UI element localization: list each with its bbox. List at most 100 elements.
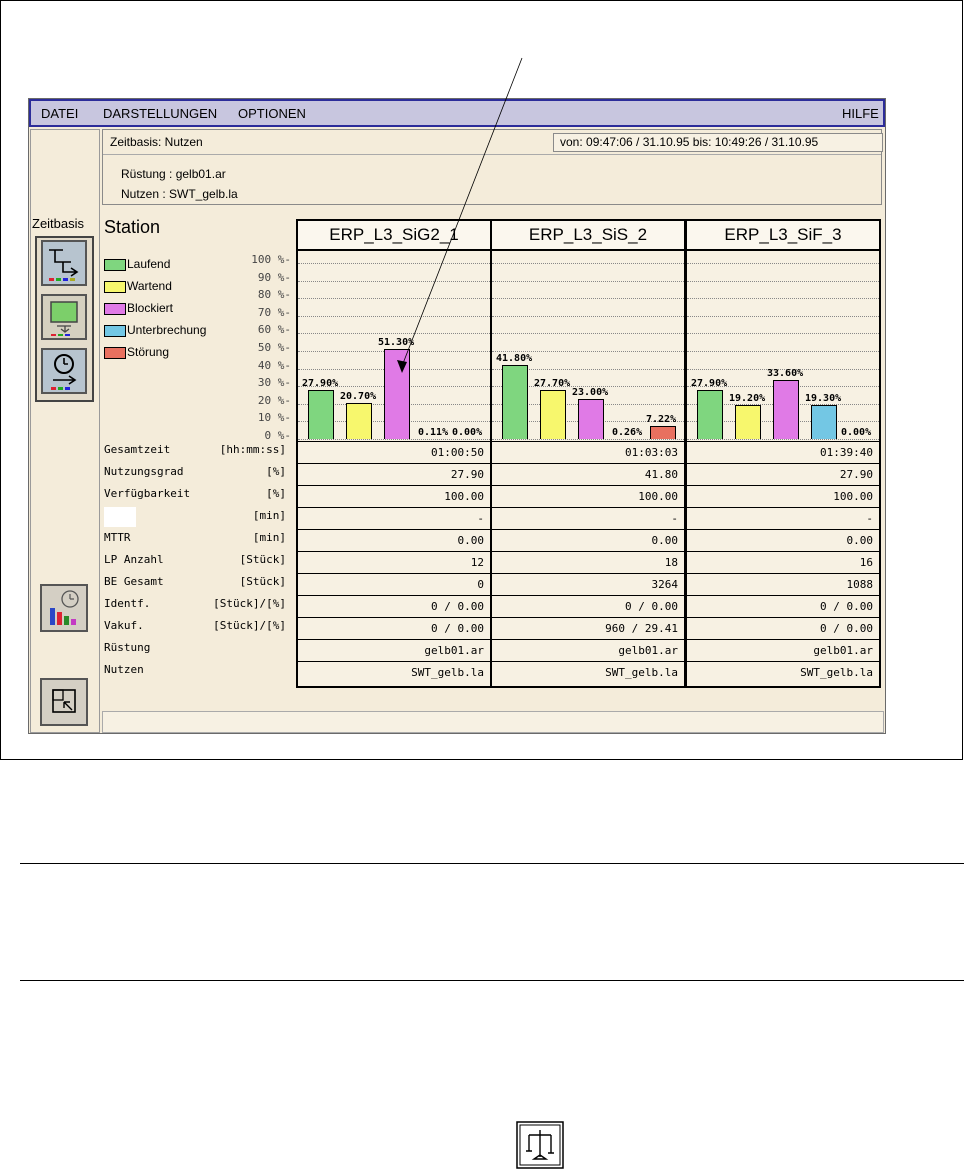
menu-optionen[interactable]: OPTIONEN [238, 106, 306, 121]
gridline [298, 439, 490, 440]
bar-blockiert [384, 348, 410, 439]
fenster-button[interactable] [40, 678, 88, 726]
row-unit: [min] [252, 509, 286, 522]
data-cell: 27.90 [298, 463, 490, 485]
row-unit: [Stück]/[%] [213, 619, 286, 632]
data-cell: - [492, 507, 684, 529]
bar-value-label: 27.70% [534, 378, 571, 390]
menu-bar: DATEI DARSTELLUNGEN OPTIONEN HILFE [29, 99, 885, 127]
data-cell: 12 [298, 551, 490, 573]
window-cursor-icon [52, 689, 76, 713]
gridline [687, 351, 879, 352]
bar-value-label: 23.00% [572, 386, 609, 398]
data-cell: 100.00 [687, 485, 879, 507]
legend-label: Unterbrechung [127, 323, 207, 337]
data-cell: 3264 [492, 573, 684, 595]
data-cell: 0.00 [298, 529, 490, 551]
gridline [687, 368, 879, 370]
legend-stoerung: Störung [104, 345, 169, 359]
zeit-button[interactable] [41, 348, 87, 394]
bar-value-label: 0.00% [841, 427, 872, 438]
flow-chart-icon [49, 249, 79, 281]
ruestung-info: Rüstung : gelb01.ar [121, 167, 226, 181]
data-cell: - [687, 507, 879, 529]
bar-wartend [540, 390, 566, 439]
legend-unterbrechung: Unterbrechung [104, 323, 206, 337]
row-label: BE Gesamt [104, 575, 164, 588]
y-tick-label: 100 %- [251, 253, 291, 266]
row-unit: [Stück] [239, 553, 286, 566]
station-name: ERP_L3_SiS_2 [492, 221, 684, 251]
bar-value-label: 51.30% [378, 336, 415, 348]
gridline [492, 263, 684, 264]
balance-scale-icon [516, 1121, 564, 1169]
clock-icon [51, 354, 77, 390]
header-top: Zeitbasis: Nutzen von: 09:47:06 / 31.10.… [103, 130, 883, 155]
station-name: ERP_L3_SiF_3 [687, 221, 879, 251]
data-cell: 01:00:50 [298, 441, 490, 463]
y-tick-label: 30 %- [257, 376, 291, 390]
bar-wartend [346, 402, 372, 439]
row-unit: [hh:mm:ss] [219, 443, 286, 456]
row-label: Nutzen [104, 663, 144, 676]
menu-hilfe[interactable]: HILFE [842, 106, 879, 121]
y-tick-label: 90 %- [257, 270, 291, 284]
header-panel: Zeitbasis: Nutzen von: 09:47:06 / 31.10.… [102, 129, 883, 205]
legend-swatch [104, 324, 126, 337]
data-cell: 0.00 [492, 529, 684, 551]
bar-unterbrechung [811, 405, 837, 439]
bar-stoerung [650, 426, 676, 439]
separator-bottom [20, 980, 964, 981]
y-tick-label: 40 %- [257, 358, 291, 372]
y-tick-label: 10 %- [257, 411, 291, 425]
legend-label: Wartend [127, 279, 172, 293]
gridline [687, 298, 879, 300]
gridline [687, 439, 879, 440]
menu-datei[interactable]: DATEI [41, 106, 79, 121]
figure-frame [0, 0, 963, 760]
gridline [492, 368, 684, 370]
row-label: Vakuf. [104, 619, 144, 632]
gridline [492, 315, 684, 317]
data-cell: gelb01.ar [298, 639, 490, 661]
row-label: LP Anzahl [104, 553, 164, 566]
legend-swatch [104, 280, 126, 293]
gridline [492, 298, 684, 300]
data-cell: 0 / 0.00 [687, 617, 879, 639]
bar-value-label: 33.60% [767, 367, 804, 379]
nutzen-info: Nutzen : SWT_gelb.la [121, 187, 238, 201]
gridline [687, 315, 879, 317]
bar-value-label: 0.11% [418, 426, 449, 438]
data-cell: 0 / 0.00 [298, 617, 490, 639]
data-cell: 0 [298, 573, 490, 595]
y-tick-label: 70 %- [257, 305, 291, 319]
data-cell: 100.00 [492, 485, 684, 507]
blank-label-box [104, 507, 136, 527]
y-tick-label: 60 %- [257, 323, 291, 337]
statistik-button[interactable] [40, 584, 88, 632]
gridline [298, 298, 490, 300]
data-cell: gelb01.ar [492, 639, 684, 661]
legend-wartend: Wartend [104, 279, 172, 293]
schicht-button[interactable] [41, 240, 87, 286]
row-unit: [min] [252, 531, 286, 544]
bar-value-label: 41.80% [496, 353, 533, 365]
data-cell: 16 [687, 551, 879, 573]
gridline [298, 333, 490, 335]
station-panel: ERP_L3_SiG2_1 27.90% 20.70% 51.30% 0.11% 0.00… [296, 219, 492, 688]
zeitbasis-button-group [35, 236, 94, 402]
y-tick-label: 80 %- [257, 288, 291, 302]
zeitbasis-label: Zeitbasis [32, 216, 85, 231]
legend-label: Laufend [127, 257, 171, 271]
bar-wartend [735, 405, 761, 439]
station-title: Station [104, 217, 161, 237]
status-bar [102, 711, 884, 733]
legend-laufend: Laufend [104, 257, 170, 271]
menu-darstellungen[interactable]: DARSTELLUNGEN [103, 106, 218, 121]
data-cell: gelb01.ar [687, 639, 879, 661]
bar-laufend [697, 389, 723, 439]
legend-swatch [104, 302, 126, 315]
row-unit: [%] [266, 487, 286, 500]
gridline [492, 280, 684, 282]
zeitraum-button[interactable] [41, 294, 87, 340]
